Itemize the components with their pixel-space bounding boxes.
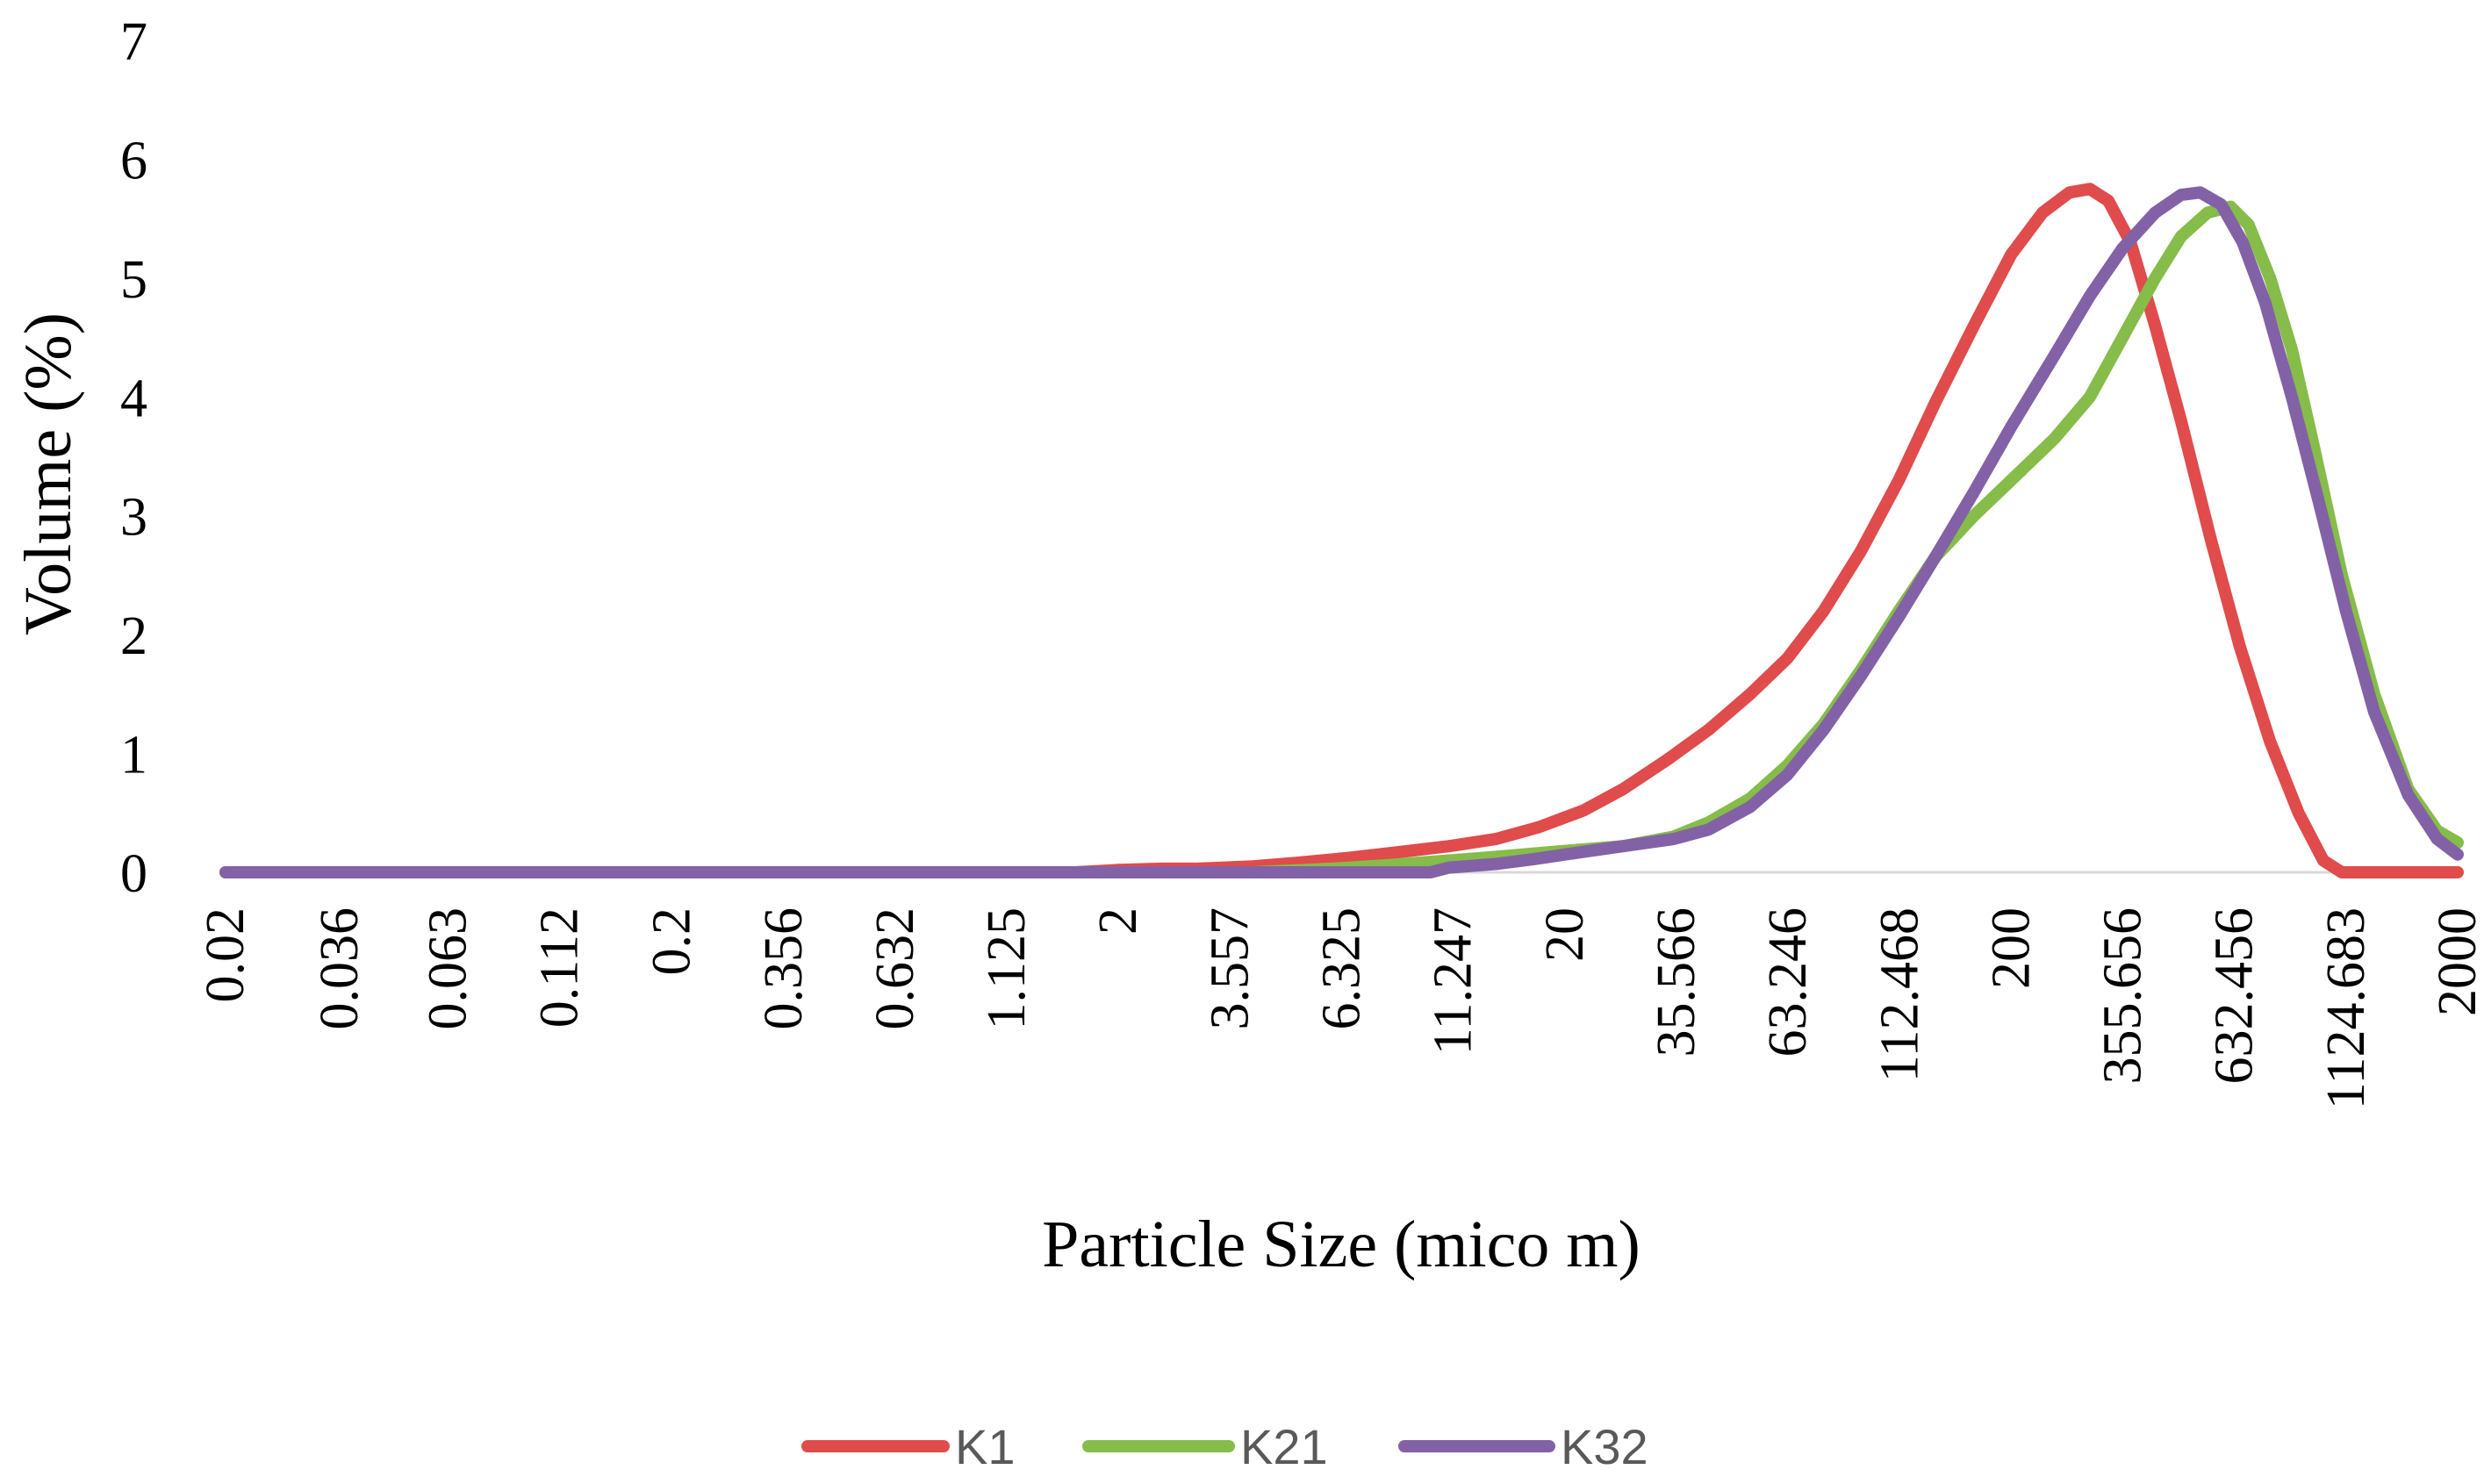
x-tick-label: 0.632 bbox=[865, 907, 925, 1030]
y-tick-label: 7 bbox=[120, 12, 147, 72]
x-tick-label: 632.456 bbox=[2205, 907, 2265, 1085]
x-tick-label: 2000 bbox=[2428, 907, 2484, 1016]
x-tick-label: 20 bbox=[1535, 907, 1595, 962]
x-axis-title: Particle Size (mico m) bbox=[1042, 1208, 1640, 1281]
x-tick-label: 0.356 bbox=[754, 907, 814, 1030]
y-tick-label: 6 bbox=[120, 131, 147, 190]
x-tick-label: 0.02 bbox=[196, 907, 255, 1003]
x-tick-label: 63.246 bbox=[1758, 907, 1818, 1057]
series-line-k21 bbox=[219, 200, 2464, 878]
legend-label-k21: K21 bbox=[1240, 1419, 1328, 1474]
series-lines bbox=[219, 183, 2464, 878]
x-tick-label: 1124.683 bbox=[2316, 907, 2376, 1109]
x-tick-label: 6.325 bbox=[1312, 907, 1372, 1030]
x-tick-label: 3.557 bbox=[1200, 907, 1260, 1030]
legend-label-k32: K32 bbox=[1561, 1419, 1648, 1474]
x-tick-label: 2 bbox=[1088, 907, 1148, 935]
x-tick-label: 35.566 bbox=[1647, 907, 1706, 1057]
x-tick-label: 11.247 bbox=[1424, 907, 1483, 1055]
series-line-k32 bbox=[219, 186, 2464, 878]
y-axis-title: Volume (%) bbox=[11, 312, 85, 635]
series-line-k1 bbox=[219, 183, 2464, 878]
y-tick-label: 3 bbox=[120, 488, 147, 548]
y-tick-label: 5 bbox=[120, 250, 147, 310]
x-tick-label: 112.468 bbox=[1870, 907, 1929, 1082]
y-axis-ticks: 0 1 2 3 4 5 6 7 bbox=[120, 12, 147, 904]
y-tick-label: 1 bbox=[120, 726, 147, 785]
x-tick-label: 0.112 bbox=[530, 907, 590, 1028]
x-tick-label: 0.063 bbox=[418, 907, 477, 1030]
x-tick-label: 200 bbox=[1981, 907, 2041, 989]
x-tick-label: 0.2 bbox=[643, 907, 702, 976]
legend-label-k1: K1 bbox=[955, 1419, 1016, 1474]
x-tick-label: 0.036 bbox=[310, 907, 370, 1030]
y-tick-label: 4 bbox=[120, 369, 147, 428]
x-axis-ticks: 0.02 0.036 0.063 0.112 0.2 0.356 0.632 1.125 2 3.… bbox=[196, 907, 2484, 1109]
x-tick-label: 355.656 bbox=[2093, 907, 2153, 1085]
y-tick-label: 2 bbox=[120, 606, 147, 666]
y-tick-label: 0 bbox=[120, 844, 147, 904]
x-tick-label: 1.125 bbox=[977, 907, 1037, 1030]
legend: K1 K21 K32 bbox=[801, 1419, 1648, 1474]
